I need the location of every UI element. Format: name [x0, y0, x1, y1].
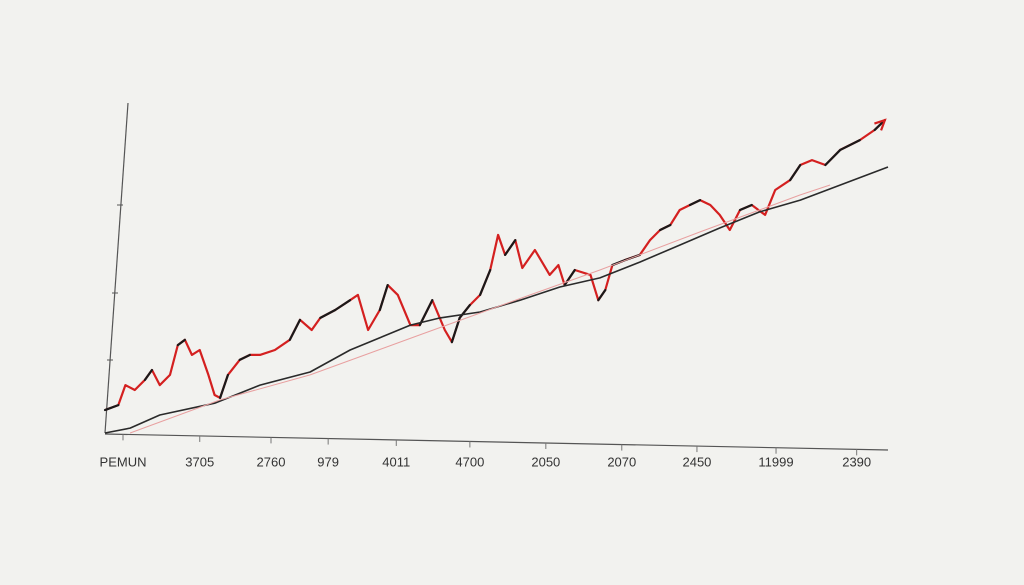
rising-segment [688, 199, 702, 207]
rising-segment [458, 303, 471, 319]
x-tick-label: 11999 [758, 454, 793, 469]
rising-segment [418, 299, 434, 327]
rising-segment [478, 268, 492, 297]
x-tick-label: 4011 [382, 454, 410, 469]
rising-segment [143, 368, 154, 381]
rising-segment [378, 283, 389, 312]
series-line [129, 184, 831, 434]
rising-segment [288, 318, 302, 341]
rising-segment [738, 203, 753, 212]
x-tick-label: 2450 [682, 454, 711, 469]
series-line [104, 119, 886, 412]
rising-segment [219, 373, 230, 400]
rising-segment [176, 338, 186, 347]
x-tick-label: 2070 [607, 454, 636, 469]
x-tick-label: PEMUN [100, 454, 147, 469]
x-tick-label: 979 [317, 454, 339, 469]
rising-segment [789, 163, 802, 182]
rising-segment [839, 138, 861, 152]
x-tick-label: 4700 [455, 454, 484, 469]
x-axis [104, 433, 889, 451]
rising-segment [238, 353, 251, 361]
rising-segment [597, 288, 607, 302]
rising-segment [450, 316, 461, 344]
rising-segment [824, 148, 842, 167]
rising-segment [563, 268, 576, 287]
rising-segment [504, 239, 517, 256]
x-tick-label: 2390 [842, 454, 871, 469]
x-tick-label: 3705 [185, 454, 214, 469]
series-line [104, 166, 889, 434]
rising-segment [334, 299, 352, 312]
rising-segment [103, 404, 120, 412]
arrow-head [874, 118, 887, 131]
rising-segment [319, 308, 337, 319]
rising-segment [659, 223, 672, 232]
y-axis [104, 102, 129, 434]
x-tick-label: 2760 [257, 454, 286, 469]
x-tick-label: 2050 [531, 454, 560, 469]
